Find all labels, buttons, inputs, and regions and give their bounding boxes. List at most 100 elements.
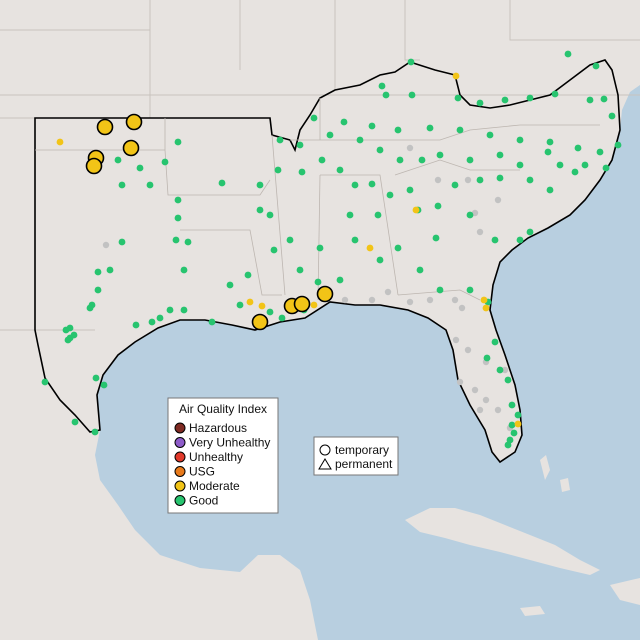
good-monitor-marker[interactable] — [218, 179, 226, 187]
no-data-monitor-marker[interactable] — [458, 304, 466, 312]
good-monitor-marker[interactable] — [114, 156, 122, 164]
good-monitor-marker[interactable] — [298, 168, 306, 176]
good-monitor-marker[interactable] — [466, 211, 474, 219]
no-data-monitor-marker[interactable] — [426, 296, 434, 304]
good-monitor-marker[interactable] — [466, 286, 474, 294]
good-monitor-marker[interactable] — [501, 96, 509, 104]
good-monitor-marker[interactable] — [514, 411, 522, 419]
good-monitor-marker[interactable] — [336, 166, 344, 174]
moderate-monitor-marker[interactable] — [56, 138, 64, 146]
moderate-monitor-marker[interactable] — [412, 206, 420, 214]
good-monitor-marker[interactable] — [516, 161, 524, 169]
good-monitor-marker[interactable] — [266, 308, 274, 316]
good-monitor-marker[interactable] — [310, 114, 318, 122]
moderate-monitor-marker[interactable] — [480, 296, 488, 304]
good-monitor-marker[interactable] — [614, 141, 622, 149]
good-monitor-marker[interactable] — [526, 176, 534, 184]
good-monitor-marker[interactable] — [408, 91, 416, 99]
good-monitor-marker[interactable] — [156, 314, 164, 322]
good-monitor-marker[interactable] — [286, 236, 294, 244]
good-monitor-marker[interactable] — [374, 211, 382, 219]
good-monitor-marker[interactable] — [551, 90, 559, 98]
good-monitor-marker[interactable] — [526, 228, 534, 236]
good-monitor-marker[interactable] — [508, 421, 516, 429]
no-data-monitor-marker[interactable] — [501, 366, 509, 374]
good-monitor-marker[interactable] — [510, 429, 518, 437]
good-monitor-marker[interactable] — [118, 238, 126, 246]
no-data-monitor-marker[interactable] — [494, 196, 502, 204]
good-monitor-marker[interactable] — [174, 196, 182, 204]
good-monitor-marker[interactable] — [466, 156, 474, 164]
good-monitor-marker[interactable] — [91, 428, 99, 436]
moderate-monitor-marker[interactable] — [310, 301, 318, 309]
good-monitor-marker[interactable] — [100, 381, 108, 389]
good-monitor-marker[interactable] — [118, 181, 126, 189]
good-monitor-marker[interactable] — [314, 278, 322, 286]
good-monitor-marker[interactable] — [407, 58, 415, 66]
good-monitor-marker[interactable] — [394, 244, 402, 252]
good-monitor-marker[interactable] — [92, 374, 100, 382]
good-monitor-marker[interactable] — [483, 354, 491, 362]
good-monitor-marker[interactable] — [376, 256, 384, 264]
good-monitor-marker[interactable] — [94, 286, 102, 294]
good-monitor-marker[interactable] — [184, 238, 192, 246]
no-data-monitor-marker[interactable] — [464, 176, 472, 184]
good-monitor-marker[interactable] — [496, 366, 504, 374]
good-monitor-marker[interactable] — [426, 124, 434, 132]
good-monitor-marker[interactable] — [132, 321, 140, 329]
good-monitor-marker[interactable] — [602, 164, 610, 172]
good-monitor-marker[interactable] — [546, 138, 554, 146]
no-data-monitor-marker[interactable] — [476, 228, 484, 236]
good-monitor-marker[interactable] — [236, 301, 244, 309]
good-monitor-marker[interactable] — [368, 180, 376, 188]
good-monitor-marker[interactable] — [526, 94, 534, 102]
good-monitor-marker[interactable] — [376, 146, 384, 154]
good-monitor-marker[interactable] — [436, 286, 444, 294]
good-monitor-marker[interactable] — [71, 418, 79, 426]
no-data-monitor-marker[interactable] — [476, 406, 484, 414]
no-data-monitor-marker[interactable] — [406, 144, 414, 152]
good-monitor-marker[interactable] — [274, 166, 282, 174]
moderate-monitor-marker[interactable] — [514, 420, 522, 428]
no-data-monitor-marker[interactable] — [494, 406, 502, 414]
no-data-monitor-marker[interactable] — [464, 346, 472, 354]
moderate-monitor-marker[interactable] — [96, 118, 114, 136]
good-monitor-marker[interactable] — [432, 234, 440, 242]
good-monitor-marker[interactable] — [94, 268, 102, 276]
good-monitor-marker[interactable] — [436, 151, 444, 159]
good-monitor-marker[interactable] — [172, 236, 180, 244]
good-monitor-marker[interactable] — [516, 236, 524, 244]
good-monitor-marker[interactable] — [394, 126, 402, 134]
good-monitor-marker[interactable] — [596, 148, 604, 156]
no-data-monitor-marker[interactable] — [471, 209, 479, 217]
good-monitor-marker[interactable] — [180, 306, 188, 314]
good-monitor-marker[interactable] — [378, 82, 386, 90]
no-data-monitor-marker[interactable] — [341, 296, 349, 304]
good-monitor-marker[interactable] — [278, 314, 286, 322]
good-monitor-marker[interactable] — [316, 244, 324, 252]
good-monitor-marker[interactable] — [476, 99, 484, 107]
moderate-monitor-marker[interactable] — [258, 302, 266, 310]
good-monitor-marker[interactable] — [270, 246, 278, 254]
no-data-monitor-marker[interactable] — [102, 241, 110, 249]
good-monitor-marker[interactable] — [174, 138, 182, 146]
good-monitor-marker[interactable] — [256, 206, 264, 214]
good-monitor-marker[interactable] — [516, 136, 524, 144]
good-monitor-marker[interactable] — [41, 378, 49, 386]
good-monitor-marker[interactable] — [416, 266, 424, 274]
no-data-monitor-marker[interactable] — [482, 396, 490, 404]
good-monitor-marker[interactable] — [556, 161, 564, 169]
no-data-monitor-marker[interactable] — [384, 288, 392, 296]
moderate-monitor-marker[interactable] — [293, 295, 311, 313]
good-monitor-marker[interactable] — [600, 95, 608, 103]
good-monitor-marker[interactable] — [571, 168, 579, 176]
good-monitor-marker[interactable] — [296, 141, 304, 149]
moderate-monitor-marker[interactable] — [125, 113, 143, 131]
no-data-monitor-marker[interactable] — [406, 298, 414, 306]
good-monitor-marker[interactable] — [418, 156, 426, 164]
good-monitor-marker[interactable] — [148, 318, 156, 326]
good-monitor-marker[interactable] — [340, 118, 348, 126]
good-monitor-marker[interactable] — [544, 148, 552, 156]
good-monitor-marker[interactable] — [208, 318, 216, 326]
good-monitor-marker[interactable] — [266, 211, 274, 219]
